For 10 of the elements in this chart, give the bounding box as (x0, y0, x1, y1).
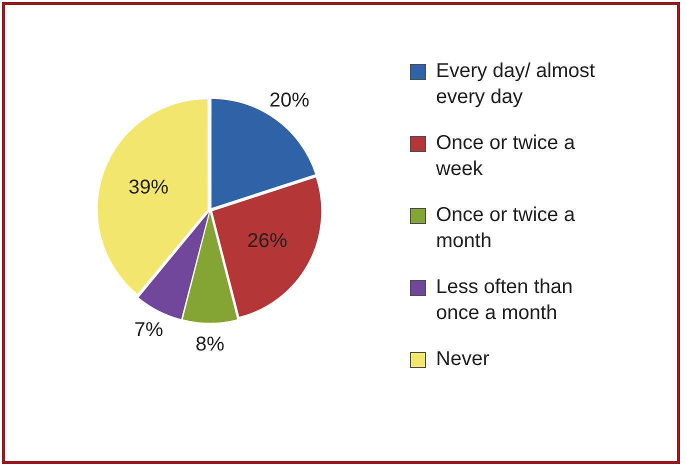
legend-label: Never (436, 347, 490, 372)
data-label: 7% (134, 318, 164, 341)
legend-label: Once or twice a week (436, 131, 576, 182)
legend-label: Once or twice a month (436, 203, 576, 254)
data-label: 39% (128, 176, 169, 198)
legend-label: Every day/ almost every day (436, 59, 596, 110)
legend-label: Less often than once a month (436, 275, 574, 326)
data-label: 8% (196, 334, 225, 356)
data-label: 26% (247, 230, 288, 252)
data-label: 20% (269, 89, 310, 112)
